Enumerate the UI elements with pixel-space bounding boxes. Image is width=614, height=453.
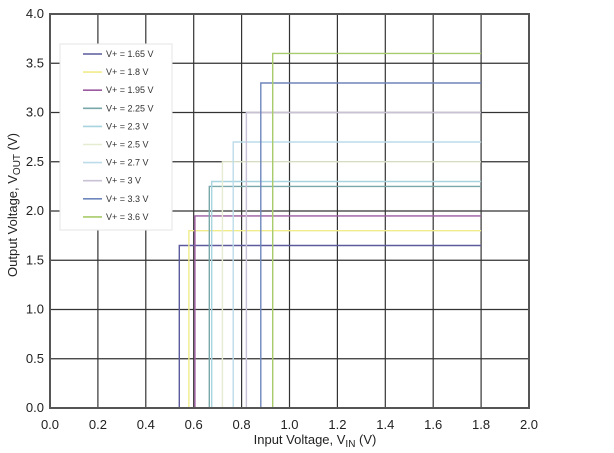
x-tick-label: 0.6	[185, 417, 203, 432]
x-tick-label: 0.2	[89, 417, 107, 432]
legend-box	[59, 43, 173, 231]
y-tick-label: 2.0	[26, 203, 44, 218]
legend-label: V+ = 1.8 V	[106, 67, 149, 77]
x-tick-label: 1.2	[328, 417, 346, 432]
legend: V+ = 1.65 V V+ = 1.8 V V+ = 1.95 V V+ = 2.2…	[59, 43, 173, 231]
x-tick-label: 0.4	[137, 417, 155, 432]
y-tick-label: 0.0	[26, 400, 44, 415]
y-axis-ticks: 0.0 0.5 1.0 1.5 2.0 2.5 3.0 3.5 4.0	[26, 6, 44, 415]
legend-label: V+ = 3 V	[106, 176, 141, 186]
legend-label: V+ = 1.95 V	[106, 85, 154, 95]
x-tick-label: 1.8	[472, 417, 490, 432]
series-line	[50, 230, 482, 409]
legend-label: V+ = 2.25 V	[106, 103, 154, 113]
legend-label: V+ = 3.6 V	[106, 212, 149, 222]
y-tick-label: 2.5	[26, 154, 44, 169]
x-axis-ticks: 0.0 0.2 0.4 0.6 0.8 1.0 1.2 1.4 1.6 1.8 2.0	[41, 417, 538, 432]
y-axis-title-unit: (V)	[5, 133, 20, 154]
y-axis-title-main: Output Voltage, V	[5, 175, 20, 277]
x-tick-label: 1.4	[376, 417, 394, 432]
x-axis-title: Input Voltage, VIN (V)	[200, 432, 430, 450]
legend-label: V+ = 2.3 V	[106, 121, 149, 131]
x-tick-label: 0.8	[233, 417, 251, 432]
y-tick-label: 1.5	[26, 252, 44, 267]
x-tick-label: 0.0	[41, 417, 59, 432]
y-tick-label: 4.0	[26, 6, 44, 21]
y-tick-label: 3.0	[26, 105, 44, 120]
x-axis-title-main: Input Voltage, V	[253, 432, 346, 447]
legend-label: V+ = 3.3 V	[106, 194, 149, 204]
x-axis-title-subscript: IN	[345, 439, 356, 450]
legend-label: V+ = 2.7 V	[106, 158, 149, 168]
plot-frame	[49, 13, 530, 409]
series-line	[50, 215, 482, 409]
x-axis-title-unit: (V)	[355, 432, 377, 447]
x-tick-label: 1.6	[424, 417, 442, 432]
x-tick-label: 2.0	[520, 417, 538, 432]
legend-label: V+ = 1.65 V	[106, 49, 154, 59]
series-line	[50, 244, 482, 409]
legend-label: V+ = 2.5 V	[106, 140, 149, 150]
y-tick-label: 1.0	[26, 302, 44, 317]
y-axis-title: Output Voltage, VOUT (V)	[5, 105, 23, 305]
y-axis-title-subscript: OUT	[12, 153, 23, 176]
y-tick-label: 3.5	[26, 55, 44, 70]
y-tick-label: 0.5	[26, 351, 44, 366]
x-tick-label: 1.0	[280, 417, 298, 432]
